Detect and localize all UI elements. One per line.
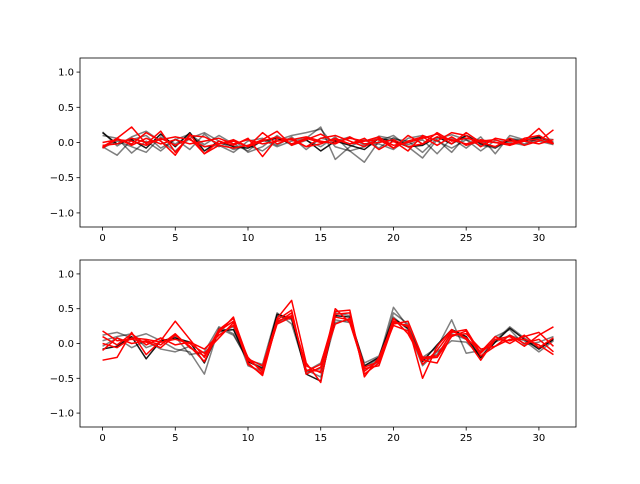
y-tick-label: 0.5 [58, 304, 74, 315]
y-tick-label: 1.0 [58, 68, 74, 79]
x-tick-label: 0 [99, 433, 105, 444]
x-tick-label: 25 [460, 433, 473, 444]
x-tick-label: 30 [533, 433, 546, 444]
plot-area [102, 299, 554, 384]
y-tick-label: −1.0 [50, 409, 74, 420]
x-tick-label: 20 [387, 433, 400, 444]
y-tick-label: 0.5 [58, 103, 74, 114]
y-tick-label: −0.5 [50, 173, 74, 184]
plot-area [102, 126, 554, 163]
x-tick-label: 30 [533, 233, 546, 244]
x-tick-label: 5 [172, 433, 178, 444]
y-tick-label: 0.0 [58, 138, 74, 149]
y-tick-label: −0.5 [50, 374, 74, 385]
x-tick-label: 10 [242, 433, 255, 444]
x-tick-label: 15 [314, 433, 327, 444]
y-tick-label: 1.0 [58, 269, 74, 280]
red-series-line-6 [102, 312, 554, 375]
x-tick-label: 10 [242, 233, 255, 244]
subplot-bottom: 0 5 10 15 20 25 30 −1.0 −0.5 0.0 0.5 1.0 [50, 259, 577, 444]
subplot-top: 0 5 10 15 20 25 30 −1.0 −0.5 0.0 0.5 1.0 [50, 57, 577, 244]
x-tick-label: 0 [99, 233, 105, 244]
x-tick-label: 25 [460, 233, 473, 244]
red-series-line-8 [102, 314, 554, 377]
red-series-line-8 [102, 136, 554, 149]
red-series-line-9 [102, 136, 554, 149]
y-tick-label: −1.0 [50, 208, 74, 219]
x-tick-label: 5 [172, 233, 178, 244]
gray-series-line-3 [102, 134, 554, 154]
x-tick-label: 15 [314, 233, 327, 244]
x-tick-label: 20 [387, 233, 400, 244]
y-tick-label: 0.0 [58, 339, 74, 350]
